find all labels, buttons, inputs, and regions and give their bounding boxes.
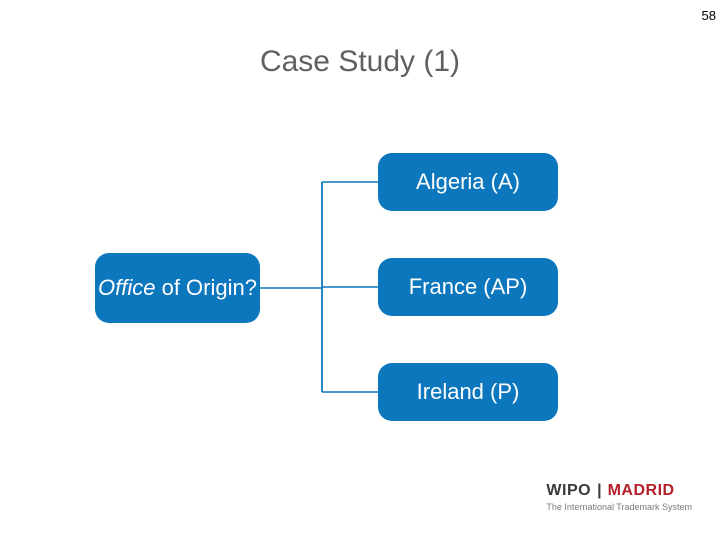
logo-madrid-text: MADRID [608, 482, 675, 500]
child-node-label: Ireland (P) [378, 379, 558, 405]
child-node: Algeria (A) [378, 153, 558, 211]
child-node: Ireland (P) [378, 363, 558, 421]
root-node: Office of Origin? [95, 253, 260, 323]
root-label-italic: Office [98, 275, 155, 300]
logo-separator: | [597, 482, 601, 500]
child-node-label: France (AP) [378, 274, 558, 300]
root-label-rest: of Origin? [155, 275, 257, 300]
child-node-label: Algeria (A) [378, 169, 558, 195]
logo-wipo-text: WIPO [546, 482, 591, 500]
child-node: France (AP) [378, 258, 558, 316]
wipo-madrid-logo: WIPO | MADRID The International Trademar… [546, 482, 692, 512]
logo-tagline: The International Trademark System [546, 502, 692, 512]
